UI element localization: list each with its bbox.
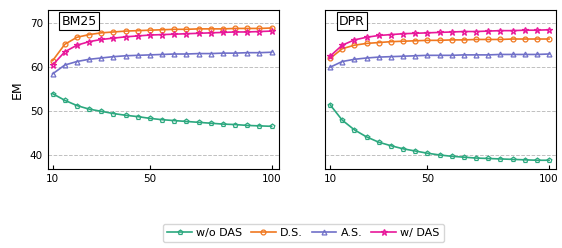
- Legend: w/o DAS, D.S., A.S., w/ DAS: w/o DAS, D.S., A.S., w/ DAS: [163, 223, 444, 243]
- Y-axis label: EM: EM: [11, 80, 24, 99]
- Text: DPR: DPR: [339, 15, 365, 28]
- Text: BM25: BM25: [62, 15, 97, 28]
